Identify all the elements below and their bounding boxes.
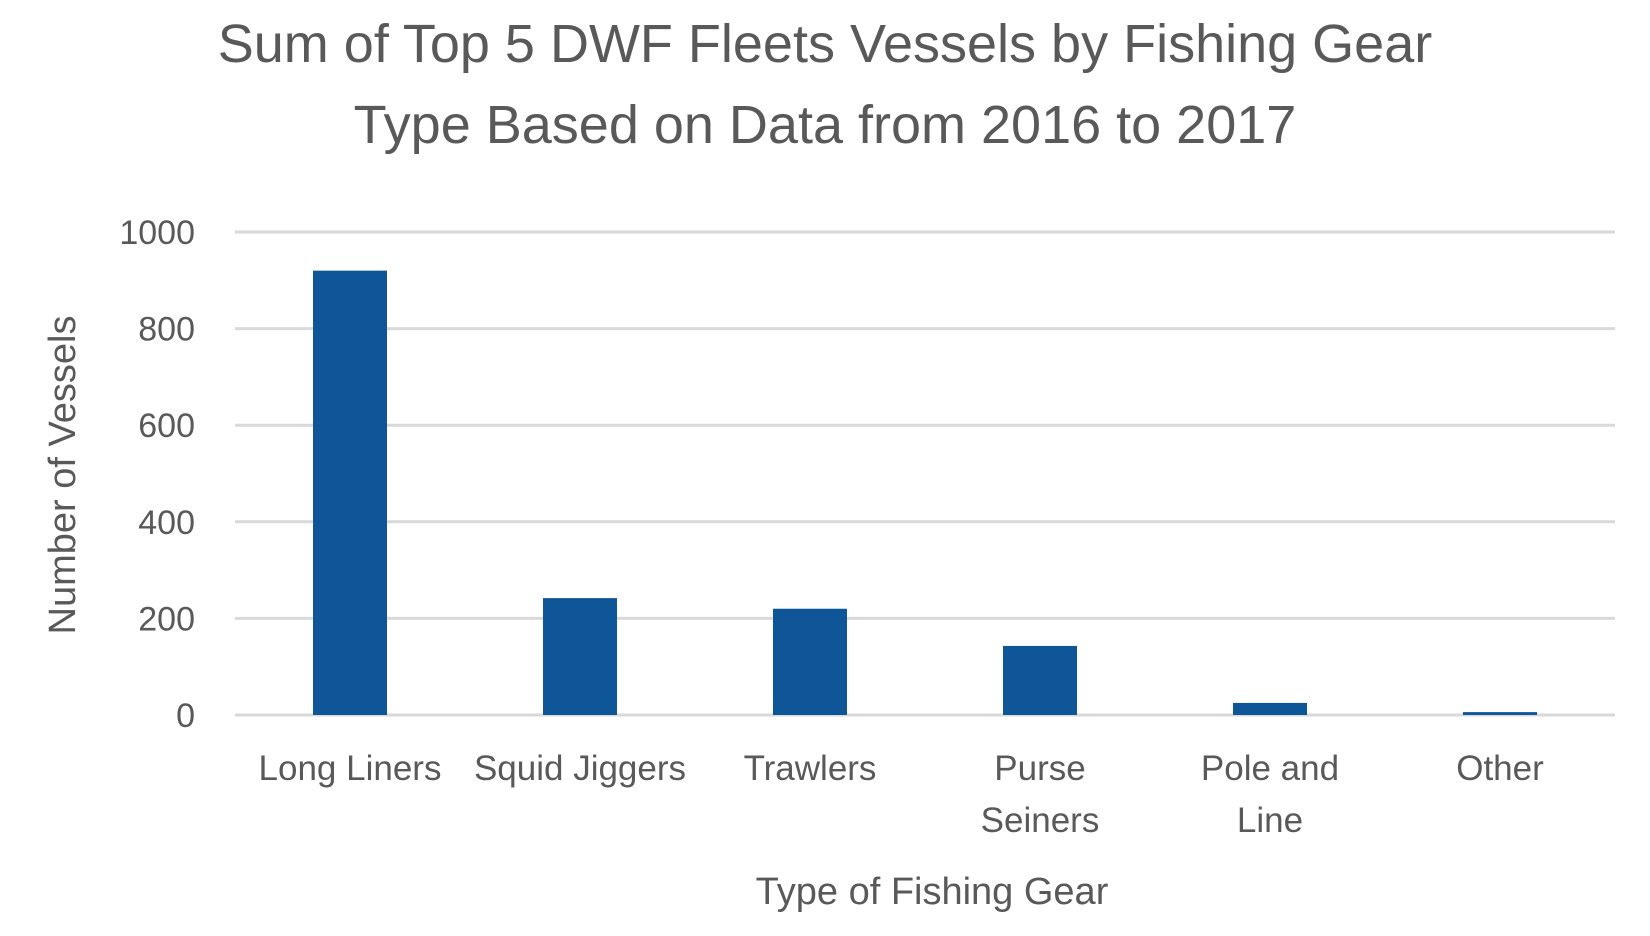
y-tick-label: 0: [176, 697, 195, 735]
bar: [313, 270, 387, 715]
bars: [313, 270, 1537, 715]
bar: [1463, 712, 1537, 715]
bar: [1003, 645, 1077, 715]
y-axis-title: Number of Vessels: [42, 316, 84, 635]
gridlines: [235, 230, 1615, 717]
y-axis-tick-labels: 0 200 400 600 800 1000: [119, 214, 195, 735]
y-tick-label: 1000: [119, 214, 195, 252]
y-tick-label: 200: [138, 600, 195, 638]
x-axis-title: Type of Fishing Gear: [756, 871, 1109, 913]
x-category-label: Trawlers: [744, 749, 877, 788]
x-category-label: Squid Jiggers: [474, 749, 686, 788]
bar: [773, 608, 847, 715]
x-category-label: Long Liners: [259, 749, 442, 788]
x-category-label: Seiners: [981, 801, 1100, 840]
bar: [1233, 702, 1307, 715]
y-tick-label: 600: [138, 407, 195, 445]
chart-title-line-1: Sum of Top 5 DWF Fleets Vessels by Fishi…: [218, 14, 1432, 74]
y-tick-label: 400: [138, 504, 195, 542]
x-category-label: Line: [1237, 801, 1303, 840]
bar: [543, 598, 617, 715]
x-category-label: Pole and: [1201, 749, 1339, 788]
x-category-label: Other: [1456, 749, 1544, 788]
chart-title: Sum of Top 5 DWF Fleets Vessels by Fishi…: [218, 14, 1432, 155]
x-axis-category-labels: Long Liners Squid Jiggers Trawlers Purse Sei…: [259, 749, 1545, 840]
chart-title-line-2: Type Based on Data from 2016 to 2017: [354, 95, 1297, 155]
x-category-label: Purse: [994, 749, 1085, 788]
y-tick-label: 800: [138, 311, 195, 349]
